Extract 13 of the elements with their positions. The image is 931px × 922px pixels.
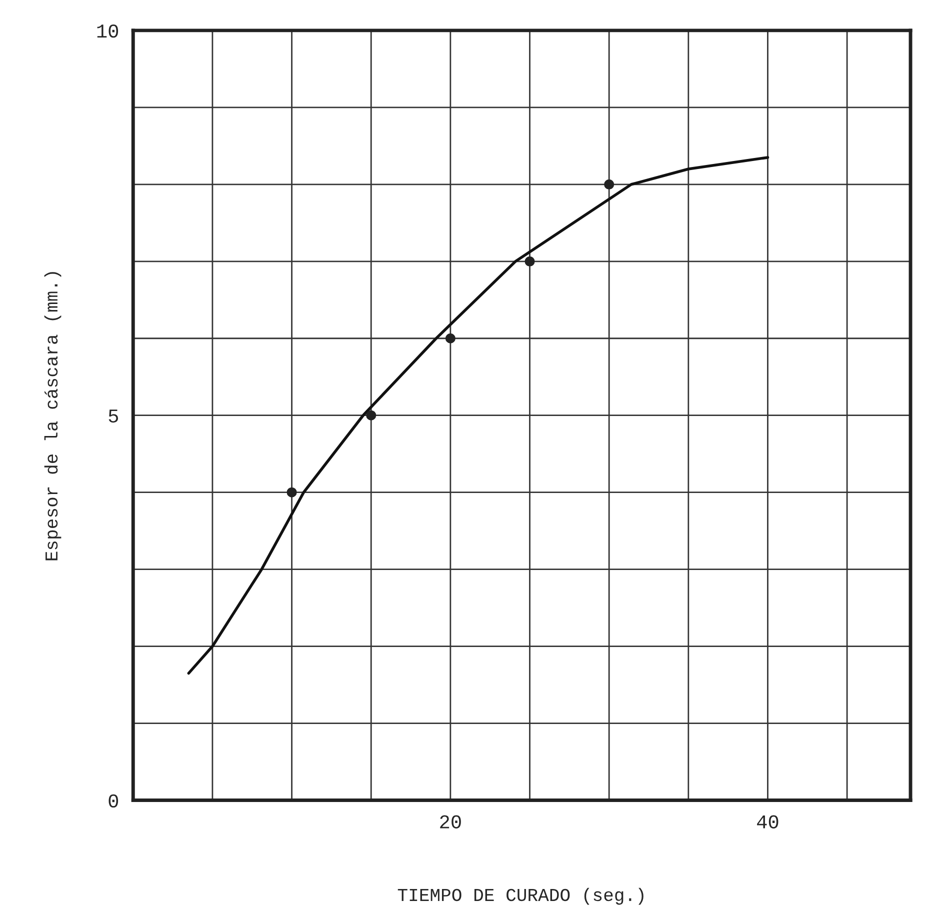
point (524, 256, 535, 266)
point (286, 487, 297, 498)
x-tick-label: 40 (757, 815, 778, 828)
y-axis-title: Espesor de la cáscara (mm.) (44, 272, 62, 560)
point (604, 179, 614, 190)
point (366, 410, 376, 420)
y-tick-label: 5 (108, 410, 118, 423)
y-tick-label: 0 (108, 794, 118, 808)
y-tick-label: 10 (97, 24, 118, 38)
point (445, 333, 456, 344)
x-tick-label: 20 (440, 815, 461, 828)
x-axis-title: TIEMPO DE CURADO (seg.) (398, 888, 644, 905)
line-series (187, 156, 770, 675)
